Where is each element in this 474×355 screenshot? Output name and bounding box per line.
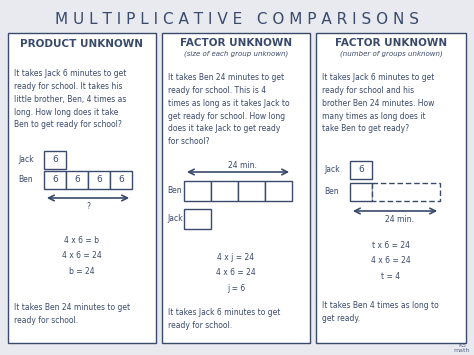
Text: K5
math: K5 math: [454, 343, 470, 353]
Bar: [316, 33, 466, 343]
Text: M U L T I P L I C A T I V E   C O M P A R I S O N S: M U L T I P L I C A T I V E C O M P A R …: [55, 12, 419, 27]
Bar: [211, 181, 238, 201]
Text: ?: ?: [86, 202, 90, 212]
Text: It takes Ben 24 minutes to get
ready for school.: It takes Ben 24 minutes to get ready for…: [14, 303, 130, 325]
Text: 6: 6: [74, 175, 80, 185]
Text: (size of each group unknown): (size of each group unknown): [184, 51, 288, 57]
Text: FACTOR UNKNOWN: FACTOR UNKNOWN: [180, 38, 292, 48]
Text: Ben: Ben: [324, 187, 338, 197]
Text: 6: 6: [96, 175, 102, 185]
Bar: [110, 171, 132, 189]
Bar: [44, 151, 66, 169]
Text: Ben: Ben: [167, 186, 182, 196]
Bar: [350, 183, 372, 201]
Bar: [66, 171, 88, 189]
Bar: [88, 171, 110, 189]
Text: 24 min.: 24 min.: [384, 215, 413, 224]
Text: It takes Ben 24 minutes to get
ready for school. This is 4
times as long as it t: It takes Ben 24 minutes to get ready for…: [168, 73, 290, 146]
Text: Jack: Jack: [167, 214, 182, 224]
Text: 4 x j = 24
4 x 6 = 24
j = 6: 4 x j = 24 4 x 6 = 24 j = 6: [216, 253, 256, 293]
Text: It takes Ben 4 times as long to
get ready.: It takes Ben 4 times as long to get read…: [322, 301, 439, 323]
Text: 6: 6: [52, 155, 58, 164]
Text: 6: 6: [358, 165, 364, 175]
Text: 24 min.: 24 min.: [228, 162, 256, 170]
Bar: [238, 181, 265, 201]
Text: PRODUCT UNKNOWN: PRODUCT UNKNOWN: [20, 39, 144, 49]
Text: Jack: Jack: [18, 155, 34, 164]
Bar: [350, 161, 372, 179]
Text: It takes Jack 6 minutes to get
ready for school and his
brother Ben 24 minutes. : It takes Jack 6 minutes to get ready for…: [322, 73, 434, 133]
Bar: [265, 181, 292, 201]
Bar: [184, 209, 211, 229]
Text: Ben: Ben: [18, 175, 33, 185]
Bar: [372, 183, 440, 201]
Text: t x 6 = 24
4 x 6 = 24
t = 4: t x 6 = 24 4 x 6 = 24 t = 4: [371, 241, 411, 280]
Text: 4 x 6 = b
4 x 6 = 24
b = 24: 4 x 6 = b 4 x 6 = 24 b = 24: [62, 236, 102, 275]
Text: It takes Jack 6 minutes to get
ready for school.: It takes Jack 6 minutes to get ready for…: [168, 308, 281, 330]
Bar: [162, 33, 310, 343]
Text: Jack: Jack: [324, 165, 340, 175]
Text: It takes Jack 6 minutes to get
ready for school. It takes his
little brother, Be: It takes Jack 6 minutes to get ready for…: [14, 69, 127, 130]
Text: 6: 6: [118, 175, 124, 185]
Bar: [184, 181, 211, 201]
Bar: [8, 33, 156, 343]
Bar: [44, 171, 66, 189]
Text: (number of groups unknown): (number of groups unknown): [340, 51, 442, 57]
Text: FACTOR UNKNOWN: FACTOR UNKNOWN: [335, 38, 447, 48]
Text: 6: 6: [52, 175, 58, 185]
